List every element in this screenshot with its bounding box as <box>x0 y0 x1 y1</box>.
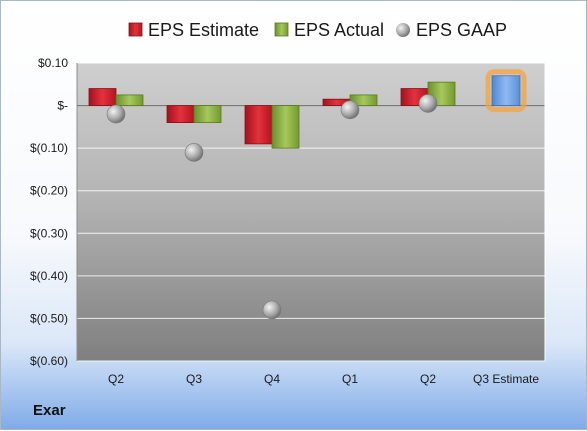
eps-gaap-point <box>418 94 438 113</box>
x-tick-label: Q4 <box>264 372 280 386</box>
legend-swatch-gaap <box>396 23 410 37</box>
eps-estimate-bar <box>88 88 117 106</box>
y-tick-label: $(0.20) <box>30 184 68 198</box>
x-tick-label: Q1 <box>342 372 358 386</box>
legend-eps-gaap: EPS GAAP <box>396 20 507 40</box>
legend-eps-estimate: EPS Estimate <box>128 20 259 40</box>
projection-glow <box>485 69 527 113</box>
data-marks <box>88 69 527 320</box>
eps-gaap-point <box>262 300 282 320</box>
eps-actual-bar <box>271 105 300 149</box>
eps-actual-bar <box>115 94 144 106</box>
x-tick-label: Q3 Estimate <box>473 372 539 386</box>
x-tick-label: Q3 <box>186 372 202 386</box>
eps-actual-bar <box>193 105 222 123</box>
y-tick-label: $(0.30) <box>30 226 68 240</box>
y-axis-ticks: $0.10 $- $(0.10) $(0.20) $(0.30) $(0.40) $(0.5… <box>30 56 68 368</box>
y-tick-label: $0.10 <box>38 56 68 70</box>
legend: EPS Estimate EPS Actual EPS GAAP <box>128 20 507 40</box>
y-tick-label: $(0.10) <box>30 141 68 155</box>
eps-estimate-bar <box>166 105 195 123</box>
y-tick-label: $(0.50) <box>30 311 68 325</box>
legend-label-estimate: EPS Estimate <box>148 20 259 40</box>
eps-gaap-point <box>106 104 126 124</box>
eps-estimate-bar <box>244 105 273 145</box>
y-tick-label: $- <box>57 99 68 113</box>
y-tick-label: $(0.40) <box>30 269 68 283</box>
legend-swatch-actual <box>274 22 289 37</box>
x-axis-ticks: Q2 Q3 Q4 Q1 Q2 Q3 Estimate <box>108 372 539 386</box>
x-tick-label: Q2 <box>108 372 124 386</box>
eps-actual-bar <box>349 94 378 106</box>
y-tick-label: $(0.60) <box>30 354 68 368</box>
company-name: Exar <box>33 402 66 419</box>
legend-swatch-estimate <box>128 22 143 37</box>
eps-projection-bar <box>491 75 521 106</box>
x-tick-label: Q2 <box>420 372 436 386</box>
plot-area <box>77 63 545 361</box>
gridlines <box>76 62 546 362</box>
legend-label-actual: EPS Actual <box>294 20 384 40</box>
eps-gaap-point <box>184 143 204 162</box>
eps-gaap-point <box>340 100 360 120</box>
legend-eps-actual: EPS Actual <box>274 20 384 40</box>
legend-label-gaap: EPS GAAP <box>416 20 507 40</box>
